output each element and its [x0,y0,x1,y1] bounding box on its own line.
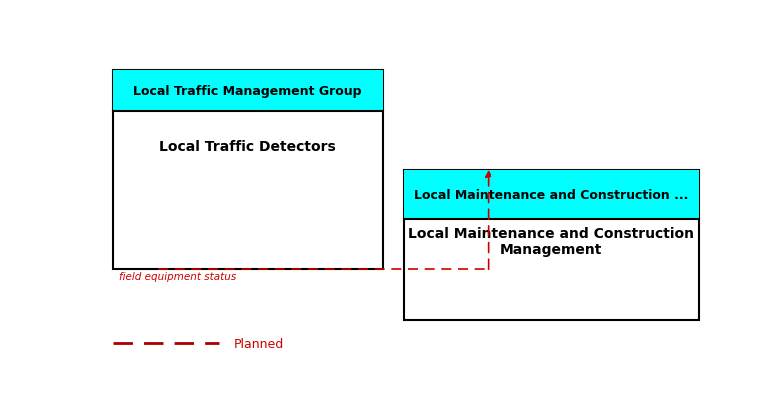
Bar [404,170,699,219]
Text: field equipment status: field equipment status [119,271,236,281]
Text: Local Traffic Management Group: Local Traffic Management Group [134,85,362,98]
Text: Local Maintenance and Construction
Management: Local Maintenance and Construction Manag… [408,226,694,256]
Bar [113,71,382,112]
Bar [404,170,699,320]
Text: Local Traffic Detectors: Local Traffic Detectors [160,140,336,154]
Text: Local Maintenance and Construction ...: Local Maintenance and Construction ... [414,188,689,201]
Text: Planned: Planned [234,337,285,350]
Bar [113,71,382,270]
